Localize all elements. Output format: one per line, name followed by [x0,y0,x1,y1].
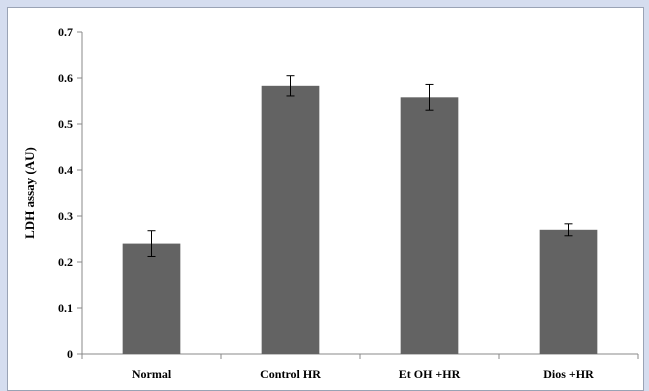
x-axis [81,353,639,359]
category-label: Et OH +HR [399,367,461,381]
chart-panel: 0 0.1 0.2 0.3 0.4 0.5 0.6 0.7 Normal Control HR E… [7,7,644,391]
y-tick-label: 0.6 [58,71,73,85]
y-tick-label: 0 [67,347,73,361]
y-tick-label: 0.5 [58,117,73,131]
bar [539,229,598,354]
category-labels: Normal Control HR Et OH +HR Dios +HR [132,367,594,381]
y-axis-title: LDH assay (AU) [22,147,37,239]
y-tick-label: 0.2 [58,255,73,269]
bar [400,97,459,354]
y-axis: 0 0.1 0.2 0.3 0.4 0.5 0.6 0.7 [58,25,83,361]
y-tick-label: 0.7 [58,25,73,39]
category-label: Normal [132,367,172,381]
error-bars [147,75,573,257]
bar [261,85,320,354]
y-tick-label: 0.1 [58,301,73,315]
bars [122,85,598,354]
category-label: Control HR [260,367,321,381]
category-label: Dios +HR [543,367,594,381]
y-tick-label: 0.4 [58,163,73,177]
bar-chart: 0 0.1 0.2 0.3 0.4 0.5 0.6 0.7 Normal Control HR E… [22,25,639,381]
y-tick-label: 0.3 [58,209,73,223]
bar [122,243,181,354]
